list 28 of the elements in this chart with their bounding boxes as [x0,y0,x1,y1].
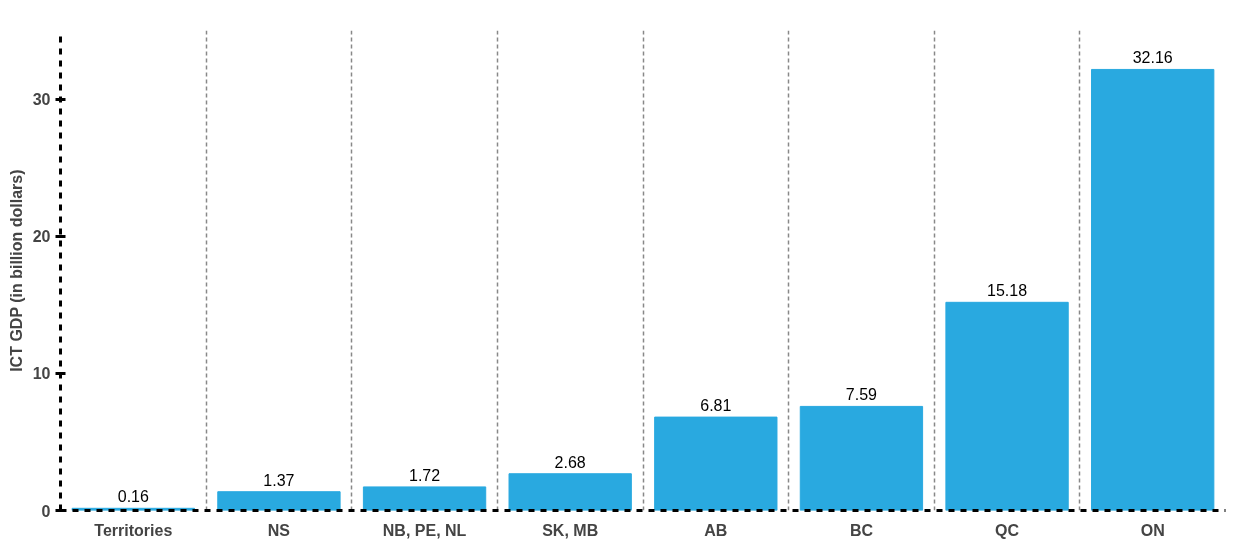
x-tick-label: SK, MB [542,521,599,539]
bar [217,491,341,511]
data-label: 0.16 [117,488,149,506]
bar [654,416,778,511]
bar [508,473,632,511]
data-label: 6.81 [700,397,732,415]
bar [362,486,487,511]
x-tick-label: NS [267,521,291,539]
data-label: 15.18 [987,282,1028,300]
x-tick-label: ON [1140,521,1165,539]
data-label: 32.16 [1132,49,1173,67]
y-tick-label: 0 [41,502,51,520]
data-label: 1.37 [263,471,295,489]
bar [799,405,924,511]
y-tick-label: 10 [32,365,51,383]
data-label: 7.59 [845,386,878,404]
bar [1091,68,1215,511]
y-tick-label: 30 [32,91,51,109]
y-tick-label: 20 [32,228,51,246]
x-tick-label: QC [995,521,1020,539]
x-tick-label: BC [849,521,874,539]
x-tick-label: Territories [94,521,173,539]
bar [945,301,1069,511]
data-label: 2.68 [554,453,586,471]
y-axis-title: ICT GDP (in billion dollars) [7,169,25,372]
data-label: 1.72 [408,466,441,484]
x-tick-label: NB, PE, NL [382,521,467,539]
x-tick-label: AB [704,521,728,539]
